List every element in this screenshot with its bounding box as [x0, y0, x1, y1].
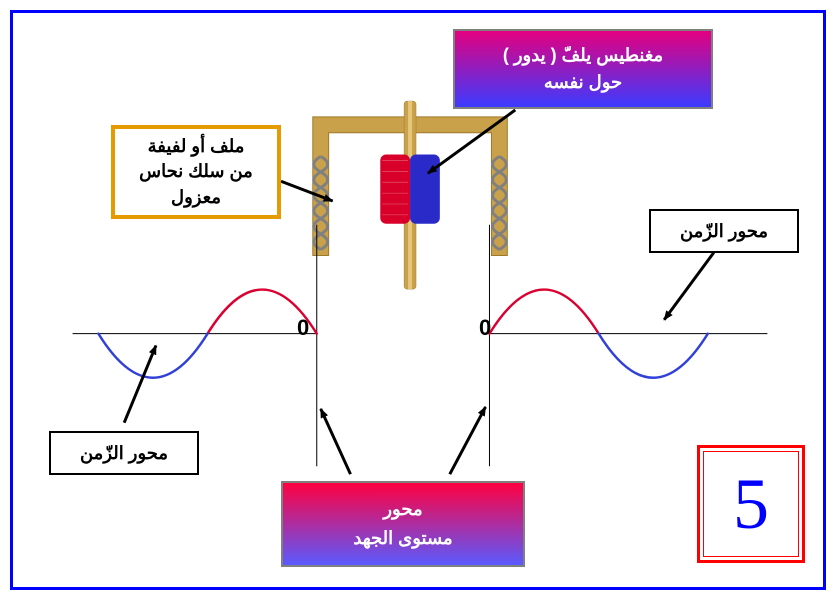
zero-right-text: 0 — [479, 315, 491, 341]
right-wave-blue — [599, 334, 708, 378]
time-axis-left-label: محور الزّمن — [49, 431, 199, 475]
coil-label-line1: ملف أو لفيفة — [148, 134, 245, 159]
voltage-right-arrow — [450, 407, 486, 474]
rotor-red — [380, 155, 410, 224]
voltage-left-arrow — [321, 409, 351, 474]
time-axis-left-text: محور الزّمن — [80, 443, 168, 464]
time-right-arrow — [664, 252, 714, 319]
slide-number-badge: 5 — [697, 445, 805, 563]
zero-left-text: 0 — [297, 315, 309, 341]
right-wave-red — [489, 290, 598, 334]
magnet-label-line2: حول نفسه — [544, 69, 622, 96]
coil-label-line3: معزول — [171, 185, 221, 210]
magnet-label-line1: مغنطيس يلفّ ( يدور ) — [503, 42, 663, 69]
voltage-axis-line2: مستوى الجهد — [353, 524, 452, 553]
rotor-blue — [410, 155, 440, 224]
zero-right: 0 — [479, 315, 491, 341]
voltage-axis-label: محور مستوى الجهد — [281, 481, 525, 567]
diagram-frame: مغنطيس يلفّ ( يدور ) حول نفسه ملف أو لفي… — [10, 10, 826, 590]
zero-left: 0 — [297, 315, 309, 341]
slide-number-text: 5 — [733, 463, 769, 546]
time-axis-right-label: محور الزّمن — [649, 209, 799, 253]
voltage-axis-line1: محور — [383, 495, 422, 524]
time-left-arrow — [124, 346, 156, 423]
coil-label-line2: من سلك نحاس — [139, 159, 253, 184]
time-axis-right-text: محور الزّمن — [680, 221, 768, 242]
coil-label: ملف أو لفيفة من سلك نحاس معزول — [111, 125, 281, 219]
magnet-label: مغنطيس يلفّ ( يدور ) حول نفسه — [453, 29, 713, 109]
